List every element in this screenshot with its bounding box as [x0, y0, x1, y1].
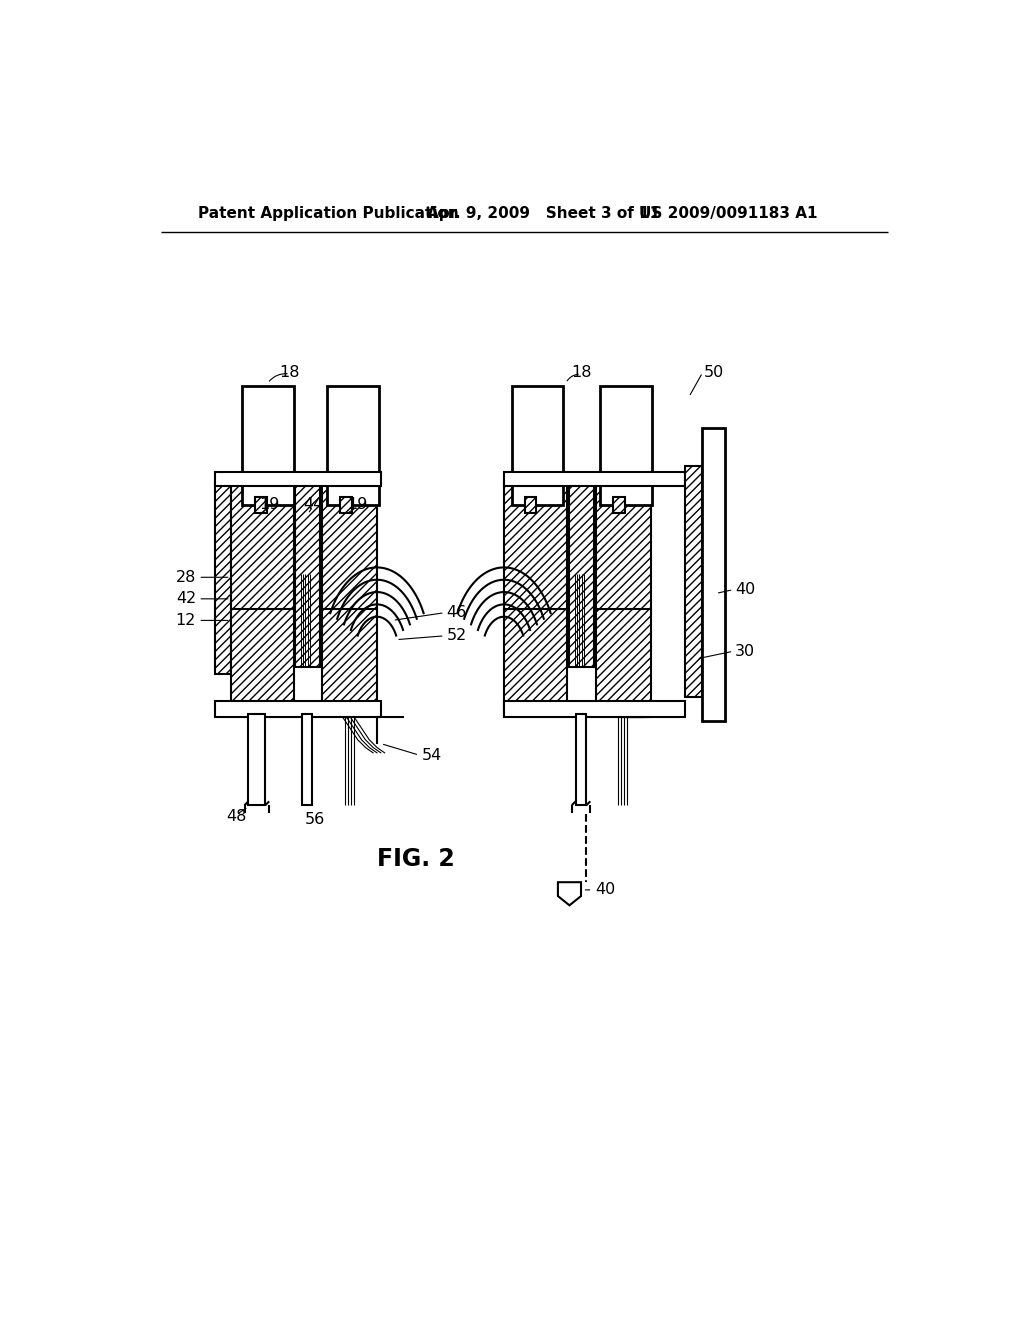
Text: 50: 50	[705, 364, 724, 380]
Bar	[215, 482, 230, 675]
Bar	[327, 385, 379, 506]
Text: 19: 19	[260, 498, 281, 512]
Text: 42: 42	[176, 591, 196, 606]
Text: 12: 12	[176, 612, 196, 628]
Text: 46: 46	[446, 605, 467, 620]
Text: US 2009/0091183 A1: US 2009/0091183 A1	[639, 206, 817, 222]
Bar	[322, 482, 377, 612]
Bar	[701, 428, 725, 721]
Text: 18: 18	[570, 364, 591, 380]
Text: 52: 52	[446, 628, 467, 643]
Bar	[243, 385, 294, 506]
Bar	[524, 498, 537, 512]
Bar	[301, 714, 312, 805]
Text: 56: 56	[305, 812, 326, 826]
Bar	[613, 498, 625, 512]
Bar	[504, 609, 567, 713]
Text: 18: 18	[280, 364, 300, 380]
Bar	[255, 498, 267, 512]
Text: 40: 40	[595, 882, 615, 898]
Text: 54: 54	[422, 747, 442, 763]
Text: FIG. 2: FIG. 2	[377, 847, 455, 871]
Text: 28: 28	[176, 570, 196, 585]
Bar	[504, 471, 685, 486]
Bar	[230, 609, 294, 713]
Text: Apr. 9, 2009   Sheet 3 of 11: Apr. 9, 2009 Sheet 3 of 11	[427, 206, 660, 222]
Bar	[215, 471, 381, 486]
Bar	[340, 498, 351, 512]
Bar	[685, 466, 701, 697]
Bar	[596, 482, 651, 612]
Bar	[249, 714, 265, 805]
Text: 44: 44	[303, 498, 324, 512]
Bar	[215, 701, 381, 717]
Bar	[322, 609, 377, 713]
Bar	[230, 482, 294, 612]
Text: Patent Application Publication: Patent Application Publication	[199, 206, 459, 222]
Bar	[504, 482, 567, 612]
Text: 19: 19	[347, 498, 368, 512]
Text: 40: 40	[735, 582, 756, 597]
Text: 48: 48	[226, 809, 247, 824]
Bar	[596, 609, 651, 713]
Bar	[512, 385, 563, 506]
Text: 30: 30	[735, 644, 755, 659]
Bar	[295, 482, 319, 667]
Bar	[600, 385, 652, 506]
Bar	[504, 701, 685, 717]
Bar	[575, 714, 587, 805]
Bar	[569, 482, 594, 667]
